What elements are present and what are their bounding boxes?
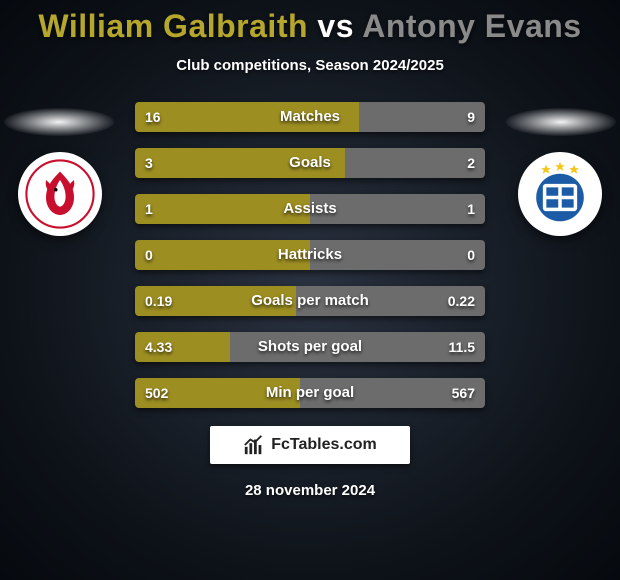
stat-bar-b: [310, 194, 485, 224]
stat-bar-b: [359, 102, 485, 132]
stat-bar-b: [310, 240, 485, 270]
branding-text: FcTables.com: [271, 436, 377, 454]
leyton-orient-icon: [25, 159, 95, 229]
huddersfield-icon: [525, 159, 595, 229]
stat-bar-a: [135, 240, 310, 270]
crest-right: [518, 152, 602, 236]
stat-bar-b: [296, 286, 485, 316]
stat-bar-a: [135, 194, 310, 224]
stat-row: Matches169: [135, 102, 485, 132]
stat-row: Shots per goal4.3311.5: [135, 332, 485, 362]
stat-bar-a: [135, 378, 300, 408]
stat-row: Goals per match0.190.22: [135, 286, 485, 316]
stat-bar-a: [135, 148, 345, 178]
stat-row: Hattricks00: [135, 240, 485, 270]
stat-bar-b: [300, 378, 486, 408]
stat-bar-a: [135, 286, 296, 316]
subtitle: Club competitions, Season 2024/2025: [0, 57, 620, 74]
stat-bar-b: [230, 332, 486, 362]
date-text: 28 november 2024: [0, 482, 620, 499]
stat-bar-b: [345, 148, 485, 178]
chart-icon: [243, 434, 265, 456]
stat-bar-a: [135, 332, 230, 362]
page-title: William Galbraith vs Antony Evans Willia…: [0, 0, 620, 45]
spotlight-right: [506, 108, 616, 136]
stat-bar-a: [135, 102, 359, 132]
stat-rows: Matches169 Goals32 Assists11 Hattricks00 Goa…: [135, 102, 485, 408]
stat-row: Assists11: [135, 194, 485, 224]
branding-badge: FcTables.com: [210, 426, 410, 464]
stat-row: Min per goal502567: [135, 378, 485, 408]
spotlight-left: [4, 108, 114, 136]
comparison-stage: Matches169 Goals32 Assists11 Hattricks00 Goa…: [0, 102, 620, 408]
crest-left: [18, 152, 102, 236]
stat-row: Goals32: [135, 148, 485, 178]
